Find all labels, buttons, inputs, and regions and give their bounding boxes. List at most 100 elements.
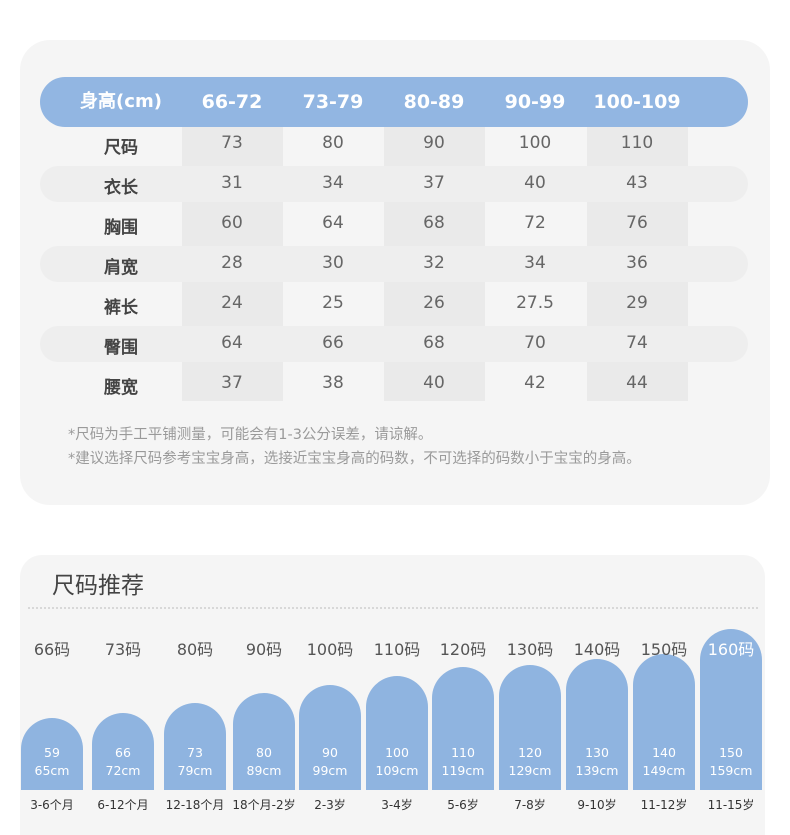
age-range: 12-18个月: [165, 798, 225, 812]
table-cell: 30: [322, 253, 344, 273]
table-cell: 28: [221, 253, 243, 273]
table-cell: 25: [322, 293, 344, 313]
row-label: 腰宽: [104, 378, 138, 398]
table-cell: 24: [221, 293, 243, 313]
table-cell: 60: [221, 213, 243, 233]
table-cell: 34: [322, 173, 344, 193]
dotted-divider: [28, 607, 758, 609]
height-min: 90: [322, 745, 338, 760]
table-cell: 74: [626, 333, 648, 353]
table-cell: 64: [322, 213, 344, 233]
height-range-header: 66-72: [201, 91, 263, 113]
size-pill: [233, 693, 295, 790]
height-min: 110: [451, 745, 475, 760]
height-min: 140: [652, 745, 676, 760]
table-cell: 90: [423, 133, 445, 153]
height-range-header: 73-79: [302, 91, 364, 113]
size-pill: [21, 718, 83, 790]
table-cell: 37: [423, 173, 445, 193]
row-label: 裤长: [104, 298, 138, 318]
size-pill: [366, 676, 428, 790]
size-label: 150码: [640, 640, 688, 659]
table-cell: 70: [524, 333, 546, 353]
table-cell: 66: [322, 333, 344, 353]
table-cell: 26: [423, 293, 445, 313]
row-label: 尺码: [104, 138, 138, 158]
size-label: 110码: [373, 640, 421, 659]
height-min: 66: [115, 745, 131, 760]
size-note-1: *尺码为手工平铺测量，可能会有1-3公分误差，请谅解。: [68, 427, 433, 443]
height-max: 79cm: [177, 763, 213, 778]
table-cell: 110: [620, 133, 654, 153]
size-note-2: *建议选择尺码参考宝宝身高，选接近宝宝身高的码数，不可选择的码数小于宝宝的身高。: [68, 451, 641, 467]
height-max: 89cm: [246, 763, 282, 778]
size-label: 66码: [33, 640, 71, 659]
age-range: 11-12岁: [640, 798, 688, 812]
age-range: 3-6个月: [30, 798, 74, 812]
height-max: 119cm: [441, 763, 485, 778]
table-cell: 43: [626, 173, 648, 193]
table-cell: 37: [221, 373, 243, 393]
row-band: [40, 246, 748, 282]
table-cell: 73: [221, 133, 243, 153]
height-min: 130: [585, 745, 609, 760]
row-label: 胸围: [104, 218, 138, 238]
height-max: 72cm: [105, 763, 141, 778]
size-pill: [299, 685, 361, 790]
table-cell: 80: [322, 133, 344, 153]
table-cell: 44: [626, 373, 648, 393]
row-label: 肩宽: [104, 258, 138, 278]
size-label: 100码: [306, 640, 354, 659]
age-range: 3-4岁: [381, 798, 413, 812]
height-max: 139cm: [575, 763, 619, 778]
table-cell: 38: [322, 373, 344, 393]
height-range-header: 80-89: [403, 91, 465, 113]
size-label: 160码: [707, 640, 755, 659]
age-range: 5-6岁: [447, 798, 479, 812]
table-cell: 31: [221, 173, 243, 193]
table-cell: 34: [524, 253, 546, 273]
size-pill: [432, 667, 494, 790]
height-min: 73: [187, 745, 203, 760]
size-label: 73码: [104, 640, 142, 659]
size-pill: [700, 629, 762, 790]
row-label: 臀围: [104, 338, 138, 358]
height-max: 129cm: [508, 763, 552, 778]
size-label: 120码: [439, 640, 487, 659]
table-cell: 68: [423, 213, 445, 233]
table-cell: 40: [524, 173, 546, 193]
table-cell: 72: [524, 213, 546, 233]
height-min: 150: [719, 745, 743, 760]
size-pill: [633, 654, 695, 790]
age-range: 11-15岁: [707, 798, 755, 812]
table-cell: 32: [423, 253, 445, 273]
age-range: 9-10岁: [577, 798, 617, 812]
height-range-header: 90-99: [504, 91, 566, 113]
row-band: [40, 166, 748, 202]
height-max: 99cm: [312, 763, 348, 778]
table-cell: 68: [423, 333, 445, 353]
size-pill: [499, 665, 561, 790]
table-cell: 76: [626, 213, 648, 233]
age-range: 7-8岁: [514, 798, 546, 812]
size-pill: [164, 703, 226, 790]
height-max: 65cm: [34, 763, 70, 778]
table-cell: 64: [221, 333, 243, 353]
size-label: 90码: [245, 640, 283, 659]
size-pill: [566, 659, 628, 790]
size-pill: [92, 713, 154, 790]
height-min: 120: [518, 745, 542, 760]
height-min: 100: [385, 745, 409, 760]
height-range-header: 100-109: [593, 91, 681, 113]
recommendation-title: 尺码推荐: [52, 573, 144, 599]
table-cell: 36: [626, 253, 648, 273]
age-range: 6-12个月: [97, 798, 149, 812]
size-label: 80码: [176, 640, 214, 659]
size-chart-header-bar: [40, 77, 748, 127]
size-label: 130码: [506, 640, 554, 659]
table-cell: 100: [518, 133, 552, 153]
height-max: 149cm: [642, 763, 686, 778]
table-cell: 42: [524, 373, 546, 393]
table-cell: 29: [626, 293, 648, 313]
row-band: [40, 326, 748, 362]
